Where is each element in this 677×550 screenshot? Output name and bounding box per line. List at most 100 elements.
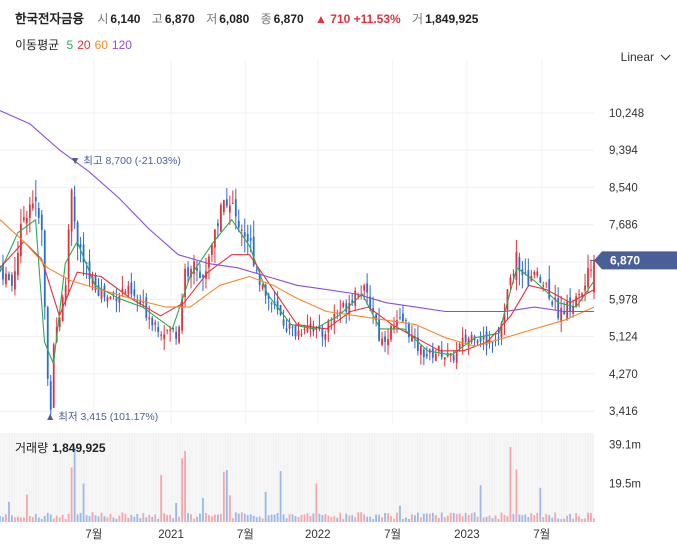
volume-bar	[151, 516, 154, 522]
volume-bar	[216, 514, 219, 522]
change-arrow-icon: ▲	[315, 12, 327, 26]
candle-body	[70, 189, 73, 232]
volume-bar	[539, 487, 542, 522]
volume-bar	[79, 512, 82, 522]
volume-bar	[190, 514, 192, 522]
high-annotation: ▼ 최고 8,700 (-21.03%)	[70, 155, 181, 167]
volume-bar	[64, 518, 67, 522]
volume-bar	[414, 515, 416, 522]
price-tick-label: 5,978	[609, 294, 638, 306]
volume-bar	[303, 514, 306, 522]
volume-bar	[17, 516, 19, 522]
candle-body	[133, 289, 136, 296]
volume-bar	[145, 517, 148, 522]
volume-bar	[506, 516, 509, 522]
volume-bar	[252, 515, 255, 522]
volume-bar	[452, 512, 455, 522]
volume-bar	[360, 512, 363, 522]
volume-bar	[8, 501, 10, 522]
candle-body	[300, 333, 303, 335]
candle-body	[485, 331, 488, 346]
volume-title-label: 거래량	[15, 441, 49, 455]
volume-bar	[315, 483, 318, 522]
candle-body	[216, 223, 219, 227]
candle-body	[416, 337, 419, 352]
candle-body	[270, 303, 273, 305]
candle-body	[575, 296, 577, 307]
volume-bar	[25, 494, 28, 522]
close-value: 6,870	[273, 12, 304, 26]
volume-bar	[121, 512, 124, 522]
volume-bar	[52, 518, 55, 522]
ma-legend-20[interactable]: 20	[77, 38, 91, 52]
candle-body	[2, 263, 4, 280]
volume-title-value: 1,849,925	[52, 441, 106, 455]
candle-body	[34, 196, 37, 202]
volume-bar	[393, 518, 395, 522]
high-label: 고	[151, 12, 163, 26]
volume-bar	[369, 516, 372, 522]
scale-selector[interactable]: Linear	[621, 50, 671, 64]
candle-body	[342, 302, 345, 307]
volume-bar	[127, 517, 130, 522]
candle-body	[288, 323, 291, 329]
candle-body	[169, 329, 172, 331]
candle-body	[402, 313, 404, 322]
ma-line-60	[0, 219, 595, 347]
ma-legend-5[interactable]: 5	[66, 38, 74, 52]
candle-body	[172, 327, 175, 330]
candle-body	[569, 297, 572, 312]
candle-body	[515, 252, 518, 280]
ma-legend-60[interactable]: 60	[94, 38, 108, 52]
volume-bar	[240, 512, 243, 522]
ma-legend-120[interactable]: 120	[111, 38, 132, 52]
candle-body	[249, 238, 252, 241]
volume-bar	[61, 514, 64, 522]
volume-bar	[416, 512, 419, 522]
low-annotation: ▲ 최저 3,415 (101.17%)	[45, 411, 158, 423]
candle-body	[419, 345, 422, 356]
candle-body	[566, 302, 569, 320]
volume-bar	[431, 512, 434, 522]
volume-bar	[446, 515, 449, 522]
volume-bar	[461, 516, 464, 522]
time-tick-label: 7월	[85, 528, 102, 541]
volume-bar	[37, 517, 40, 522]
volume-bar	[518, 514, 521, 522]
volume-bar	[5, 514, 7, 522]
volume-bar	[485, 516, 488, 522]
volume-bar	[542, 516, 545, 522]
candle-body	[109, 296, 112, 299]
volume-bar	[94, 515, 97, 522]
volume-bar	[381, 517, 383, 522]
volume-bar	[524, 514, 527, 522]
candle-body	[97, 285, 100, 296]
close-label: 종	[260, 12, 272, 26]
candle-body	[396, 320, 398, 327]
candle-body	[482, 335, 485, 340]
volume-bar	[139, 518, 142, 522]
candle-body	[321, 328, 324, 337]
volume-bar	[566, 515, 569, 522]
candle-body	[375, 314, 378, 321]
candle-body	[82, 244, 85, 263]
candle-body	[106, 297, 109, 302]
volume-bar	[258, 516, 261, 522]
candle-body	[37, 207, 40, 218]
candle-body	[94, 274, 97, 291]
volume-bar	[375, 514, 378, 522]
candle-body	[345, 303, 348, 312]
volume-bar	[458, 513, 461, 522]
time-tick-label: 7월	[533, 528, 550, 541]
candle-body	[351, 300, 354, 303]
volume-bar	[324, 514, 327, 522]
candle-body	[64, 285, 67, 301]
candle-body	[222, 200, 225, 213]
volume-bar	[464, 512, 467, 522]
volume-bar	[34, 513, 37, 522]
candle-body	[303, 328, 306, 330]
price-tick-label: 4,270	[609, 369, 638, 381]
volume-bar	[593, 518, 595, 522]
price-tick-label: 9,394	[609, 145, 638, 157]
